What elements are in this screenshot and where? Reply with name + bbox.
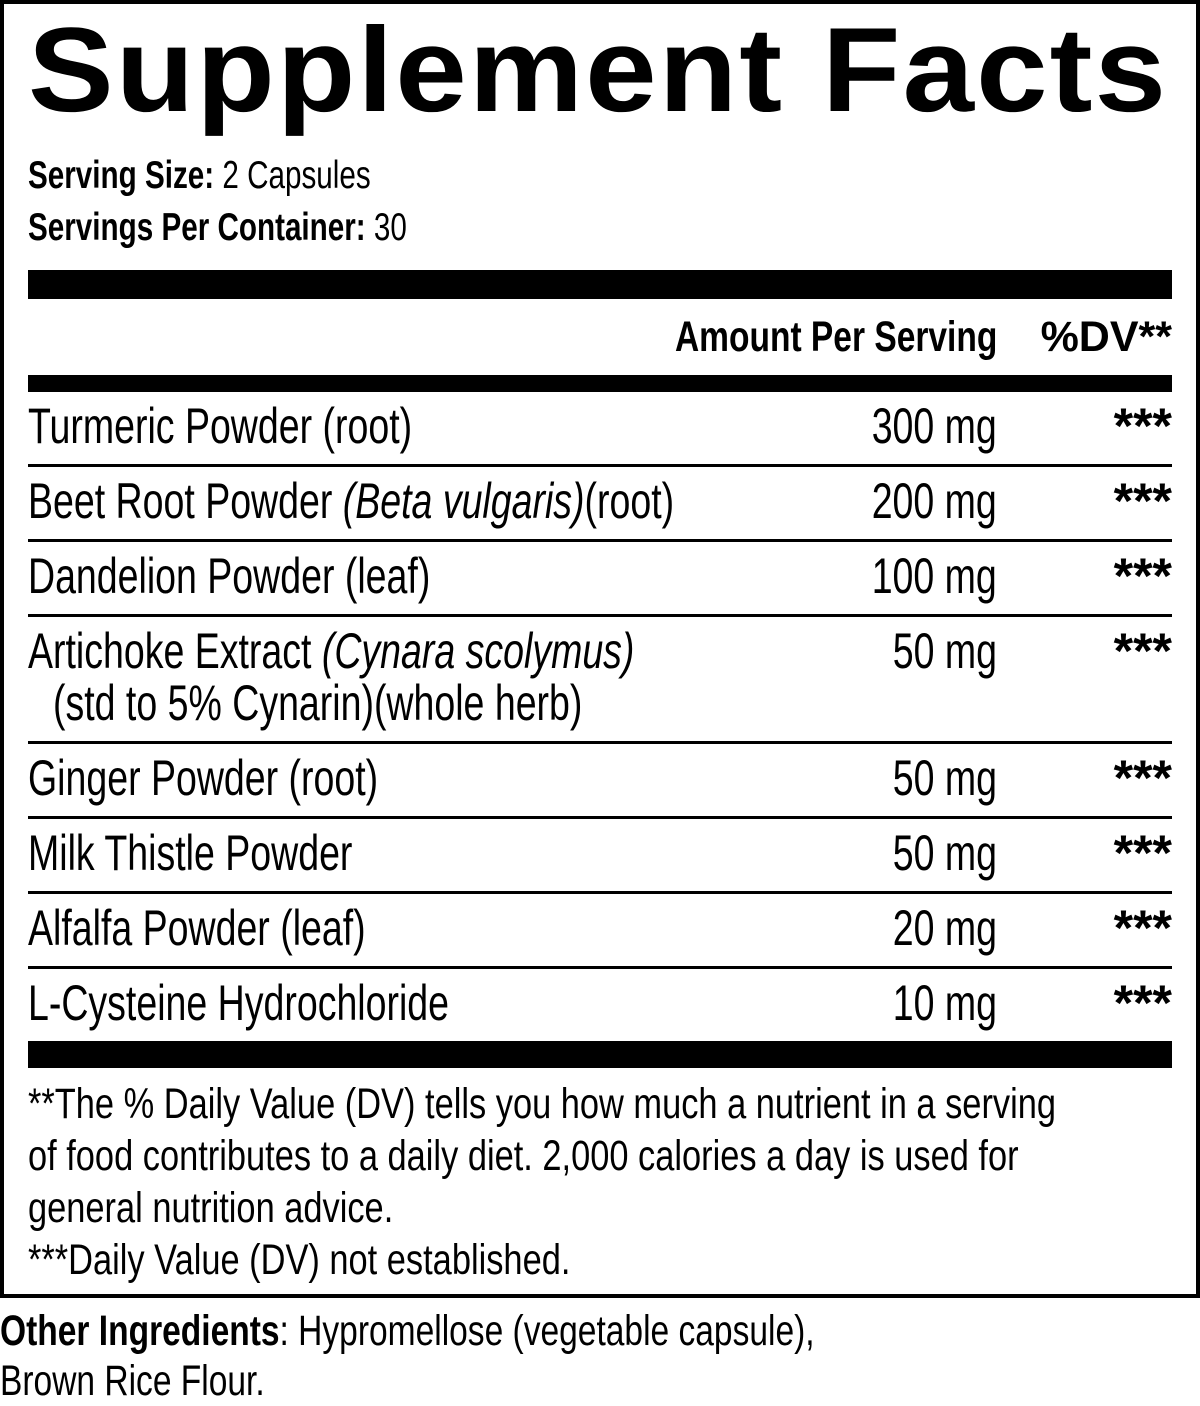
ingredient-name-cell: Turmeric Powder (root) xyxy=(28,400,830,452)
footnote-line: **The % Daily Value (DV) tells you how m… xyxy=(28,1080,1057,1128)
amount-cell: 300 mg xyxy=(871,398,997,454)
ingredient-name: Dandelion Powder (leaf) xyxy=(28,548,431,604)
table-row: Beet Root Powder (Beta vulgaris)(root) 20… xyxy=(28,467,1172,542)
amount-header-cell: Amount Per Serving xyxy=(584,299,997,375)
dv-cell: *** xyxy=(1113,975,1172,1031)
ingredient-table: Turmeric Powder (root) 300 mg *** Beet Root… xyxy=(28,392,1172,1041)
ingredient-name: Ginger Powder (root) xyxy=(28,750,379,806)
table-row: Dandelion Powder (leaf) 100 mg *** xyxy=(28,542,1172,617)
amount-header: Amount Per Serving xyxy=(674,313,997,361)
divider-thick-top xyxy=(28,270,1172,299)
amount-cell: 200 mg xyxy=(871,473,997,529)
dv-cell: *** xyxy=(1113,750,1172,806)
table-row: L-Cysteine Hydrochloride 10 mg *** xyxy=(28,969,1172,1041)
ingredient-name-cell: Dandelion Powder (leaf) xyxy=(28,550,830,602)
ingredient-name-cell: Beet Root Powder (Beta vulgaris)(root) xyxy=(28,475,830,527)
table-row: Ginger Powder (root) 50 mg *** xyxy=(28,744,1172,819)
amount-cell: 20 mg xyxy=(892,900,997,956)
table-row: Turmeric Powder (root) 300 mg *** xyxy=(28,392,1172,467)
panel-title: Supplement Facts xyxy=(28,3,1169,137)
ingredient-name-cell: Ginger Powder (root) xyxy=(28,752,858,804)
amount-cell: 100 mg xyxy=(871,548,997,604)
footnote-line: general nutrition advice. xyxy=(28,1184,394,1232)
ingredient-name-cell: Alfalfa Powder (leaf) xyxy=(28,902,858,954)
other-ingredients: Other Ingredients: Hypromellose (vegetab… xyxy=(0,1306,1200,1406)
servings-per-container-line: Servings Per Container: 30 xyxy=(28,202,1172,254)
dv-cell: *** xyxy=(1113,623,1172,679)
table-header-row: Amount Per Serving %DV** xyxy=(28,299,1172,375)
table-row: Artichoke Extract (Cynara scolymus) (std … xyxy=(28,617,1172,744)
other-ingredients-label: Other Ingredients xyxy=(0,1307,280,1355)
footnote: **The % Daily Value (DV) tells you how m… xyxy=(28,1068,1172,1294)
ingredient-name: Alfalfa Powder (leaf) xyxy=(28,900,366,956)
dv-header: %DV** xyxy=(1040,313,1172,361)
table-row: Alfalfa Powder (leaf) 20 mg *** xyxy=(28,894,1172,969)
ingredient-name-cell: Milk Thistle Powder xyxy=(28,827,858,879)
dv-cell: *** xyxy=(1113,548,1172,604)
footnote-line: ***Daily Value (DV) not established. xyxy=(28,1236,571,1284)
amount-cell: 10 mg xyxy=(892,975,997,1031)
serving-size-label: Serving Size: xyxy=(28,154,215,197)
ingredient-name: L-Cysteine Hydrochloride xyxy=(28,975,450,1031)
ingredient-name: Milk Thistle Powder xyxy=(28,825,353,881)
footnote-line: of food contributes to a daily diet. 2,0… xyxy=(28,1132,1019,1180)
amount-cell: 50 mg xyxy=(892,623,997,679)
serving-size-line: Serving Size: 2 Capsules xyxy=(28,150,1172,202)
dv-cell: *** xyxy=(1113,900,1172,956)
divider-header xyxy=(28,375,1172,392)
ingredient-name-line2: (std to 5% Cynarin)(whole herb) xyxy=(53,675,583,731)
supplement-facts-panel: Supplement Facts Serving Size: 2 Capsule… xyxy=(0,0,1200,1298)
other-ingredients-line1: Other Ingredients: Hypromellose (vegetab… xyxy=(0,1306,1200,1356)
ingredient-name: Turmeric Powder (root) xyxy=(28,398,413,454)
dv-header-cell: %DV** xyxy=(997,299,1172,375)
serving-size-value: 2 Capsules xyxy=(222,154,371,197)
ingredient-name: Artichoke Extract (Cynara scolymus) xyxy=(28,623,635,679)
servings-per-container-value: 30 xyxy=(373,206,407,249)
amount-cell: 50 mg xyxy=(892,825,997,881)
dv-cell: *** xyxy=(1113,398,1172,454)
servings-per-container-label: Servings Per Container: xyxy=(28,206,366,249)
dv-cell: *** xyxy=(1113,825,1172,881)
serving-info: Serving Size: 2 Capsules Servings Per Co… xyxy=(28,150,1172,254)
amount-cell: 50 mg xyxy=(892,750,997,806)
other-ingredients-line2: Brown Rice Flour. xyxy=(0,1357,265,1405)
other-ingredients-text: : Hypromellose (vegetable capsule), xyxy=(279,1307,815,1355)
dv-cell: *** xyxy=(1113,473,1172,529)
ingredient-name: Beet Root Powder (Beta vulgaris)(root) xyxy=(28,473,675,529)
divider-thick-bottom xyxy=(28,1041,1172,1068)
ingredient-name-cell: Artichoke Extract (Cynara scolymus) (std … xyxy=(28,625,858,729)
ingredient-name-cell: L-Cysteine Hydrochloride xyxy=(28,977,858,1029)
table-row: Milk Thistle Powder 50 mg *** xyxy=(28,819,1172,894)
